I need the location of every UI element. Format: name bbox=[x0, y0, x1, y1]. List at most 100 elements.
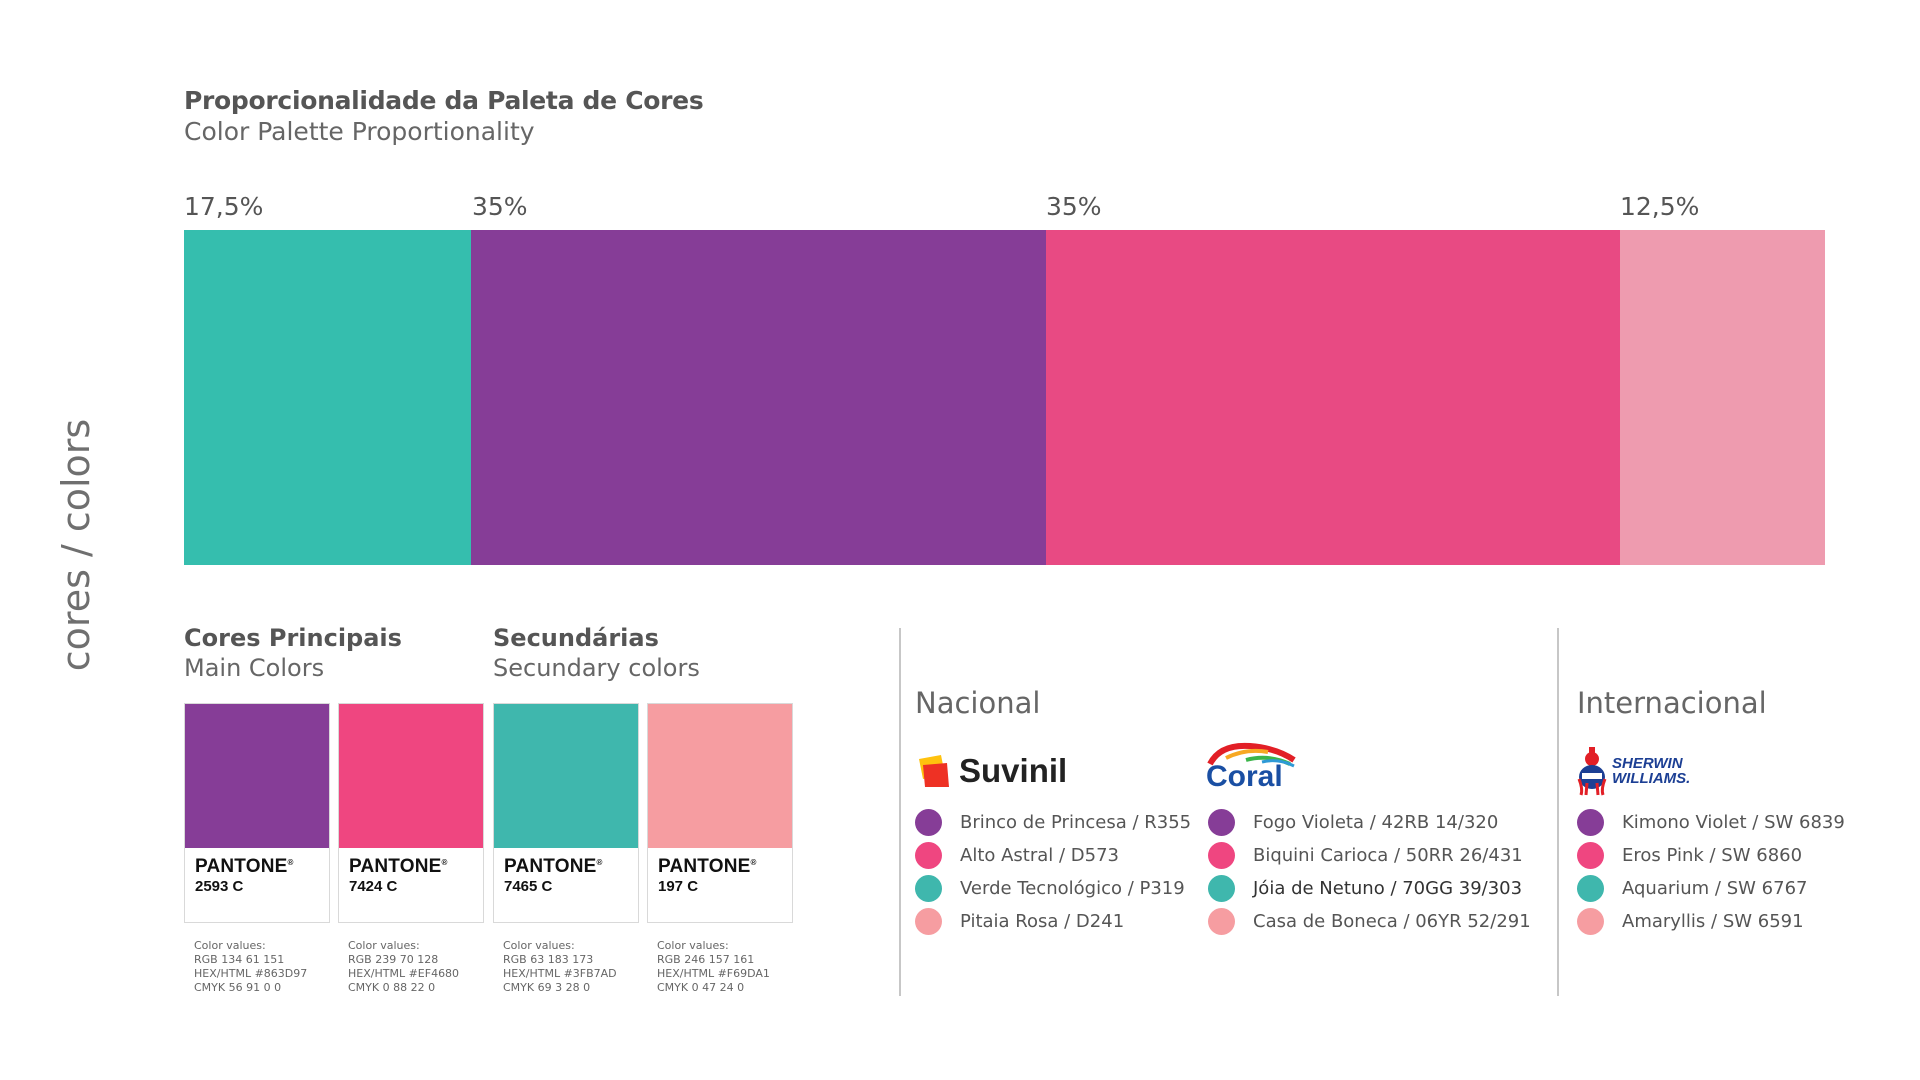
pantone-brand: PANTONE® bbox=[658, 856, 757, 877]
color-values-title: Color values: bbox=[348, 939, 420, 952]
color-dot bbox=[1577, 908, 1604, 935]
color-name: Brinco de Princesa / R355 bbox=[960, 812, 1192, 833]
cmyk-value: CMYK 69 3 28 0 bbox=[503, 981, 591, 994]
proportion-segment-purple bbox=[471, 230, 1046, 565]
cmyk-value: CMYK 0 88 22 0 bbox=[348, 981, 436, 994]
hex-value: HEX/HTML #F69DA1 bbox=[657, 967, 770, 980]
cmyk-value: CMYK 56 91 0 0 bbox=[194, 981, 282, 994]
list-item: Aquarium / SW 6767 bbox=[1577, 872, 1845, 905]
title-portuguese: Proporcionalidade da Paleta de Cores bbox=[184, 86, 704, 115]
suvinil-mark-icon bbox=[919, 755, 949, 787]
list-item: Pitaia Rosa / D241 bbox=[915, 905, 1191, 938]
swatch-color bbox=[494, 704, 638, 848]
proportion-label: 35% bbox=[472, 192, 528, 221]
nacional-title: Nacional bbox=[915, 686, 1041, 720]
proportion-label: 17,5% bbox=[184, 192, 264, 221]
color-values: Color values: RGB 246 157 161 HEX/HTML #… bbox=[657, 939, 770, 995]
color-values-title: Color values: bbox=[657, 939, 729, 952]
pantone-swatch: PANTONE® 7424 C bbox=[338, 703, 484, 923]
coral-logo-wrap: Coral bbox=[1206, 742, 1298, 794]
rgb-value: RGB 63 183 173 bbox=[503, 953, 594, 966]
swatch-color bbox=[648, 704, 792, 848]
hex-value: HEX/HTML #863D97 bbox=[194, 967, 308, 980]
color-values-title: Color values: bbox=[194, 939, 266, 952]
color-values: Color values: RGB 63 183 173 HEX/HTML #3… bbox=[503, 939, 617, 995]
suvinil-wordmark: Suvinil bbox=[959, 752, 1068, 789]
title-english: Color Palette Proportionality bbox=[184, 117, 535, 146]
list-item: Fogo Violeta / 42RB 14/320 bbox=[1208, 806, 1531, 839]
color-dot bbox=[1577, 809, 1604, 836]
secondary-colors-heading: Secundárias Secundary colors bbox=[493, 624, 700, 682]
color-dot bbox=[915, 875, 942, 902]
color-dot bbox=[1577, 842, 1604, 869]
color-dot bbox=[915, 908, 942, 935]
color-name: Jóia de Netuno / 70GG 39/303 bbox=[1253, 878, 1523, 899]
rgb-value: RGB 134 61 151 bbox=[194, 953, 285, 966]
color-name: Casa de Boneca / 06YR 52/291 bbox=[1253, 911, 1531, 932]
sw-line-1: SHERWIN bbox=[1612, 755, 1683, 772]
list-item: Verde Tecnológico / P319 bbox=[915, 872, 1191, 905]
color-name: Verde Tecnológico / P319 bbox=[960, 878, 1185, 899]
suvinil-color-list: Brinco de Princesa / R355 Alto Astral / … bbox=[915, 806, 1191, 938]
hex-value: HEX/HTML #EF4680 bbox=[348, 967, 460, 980]
color-dot bbox=[1208, 908, 1235, 935]
swatch-color bbox=[339, 704, 483, 848]
coral-color-list: Fogo Violeta / 42RB 14/320 Biquini Cario… bbox=[1208, 806, 1531, 938]
proportion-segment-teal bbox=[184, 230, 472, 565]
list-item: Kimono Violet / SW 6839 bbox=[1577, 806, 1845, 839]
pantone-code: 197 C bbox=[658, 878, 699, 895]
main-colors-title: Cores Principais bbox=[184, 624, 402, 652]
divider bbox=[899, 628, 901, 996]
proportion-segment-pink bbox=[1045, 230, 1620, 565]
color-name: Biquini Carioca / 50RR 26/431 bbox=[1253, 845, 1523, 866]
rgb-value: RGB 246 157 161 bbox=[657, 953, 755, 966]
color-name: Eros Pink / SW 6860 bbox=[1622, 845, 1803, 866]
color-name: Pitaia Rosa / D241 bbox=[960, 911, 1125, 932]
rgb-value: RGB 239 70 128 bbox=[348, 953, 439, 966]
pantone-code: 7424 C bbox=[349, 878, 398, 895]
color-name: Amaryllis / SW 6591 bbox=[1622, 911, 1804, 932]
pantone-brand: PANTONE® bbox=[195, 856, 294, 877]
color-dot bbox=[915, 842, 942, 869]
list-item: Casa de Boneca / 06YR 52/291 bbox=[1208, 905, 1531, 938]
pantone-brand: PANTONE® bbox=[349, 856, 448, 877]
coral-logo: Coral bbox=[1206, 742, 1298, 794]
swatch-color bbox=[185, 704, 329, 848]
sherwin-williams-logo: SHERWIN WILLIAMS. bbox=[1577, 747, 1691, 796]
color-dot bbox=[1208, 842, 1235, 869]
suvinil-logo: Suvinil bbox=[915, 748, 1067, 794]
color-name: Alto Astral / D573 bbox=[960, 845, 1120, 866]
proportion-label: 12,5% bbox=[1620, 192, 1700, 221]
list-item: Brinco de Princesa / R355 bbox=[915, 806, 1191, 839]
coral-wordmark: Coral bbox=[1206, 760, 1283, 793]
sw-line-2: WILLIAMS. bbox=[1612, 770, 1691, 787]
page-title: Proporcionalidade da Paleta de Cores Col… bbox=[184, 86, 704, 146]
pantone-swatch: PANTONE® 2593 C bbox=[184, 703, 330, 923]
main-colors-subtitle: Main Colors bbox=[184, 654, 325, 682]
proportion-segment-light-pink bbox=[1619, 230, 1825, 565]
pantone-code: 2593 C bbox=[195, 878, 244, 895]
coral-brush-icon bbox=[1207, 742, 1296, 768]
divider bbox=[1557, 628, 1559, 996]
pantone-swatch: PANTONE® 7465 C bbox=[493, 703, 639, 923]
pantone-brand: PANTONE® bbox=[504, 856, 603, 877]
list-item: Jóia de Netuno / 70GG 39/303 bbox=[1208, 872, 1531, 905]
color-dot bbox=[1208, 875, 1235, 902]
main-colors-heading: Cores Principais Main Colors bbox=[184, 624, 402, 682]
color-dot bbox=[1577, 875, 1604, 902]
color-dot bbox=[1208, 809, 1235, 836]
cmyk-value: CMYK 0 47 24 0 bbox=[657, 981, 745, 994]
list-item: Eros Pink / SW 6860 bbox=[1577, 839, 1845, 872]
side-label: cores / colors bbox=[54, 418, 98, 672]
proportion-label: 35% bbox=[1046, 192, 1102, 221]
color-values: Color values: RGB 239 70 128 HEX/HTML #E… bbox=[348, 939, 459, 995]
color-values-title: Color values: bbox=[503, 939, 575, 952]
secondary-colors-subtitle: Secundary colors bbox=[493, 654, 700, 682]
pantone-swatch: PANTONE® 197 C bbox=[647, 703, 793, 923]
pantone-code: 7465 C bbox=[504, 878, 553, 895]
color-name: Kimono Violet / SW 6839 bbox=[1622, 812, 1845, 833]
secondary-colors-title: Secundárias bbox=[493, 624, 659, 652]
sherwin-williams-color-list: Kimono Violet / SW 6839 Eros Pink / SW 6… bbox=[1577, 806, 1845, 938]
color-values: Color values: RGB 134 61 151 HEX/HTML #8… bbox=[194, 939, 307, 995]
color-name: Aquarium / SW 6767 bbox=[1622, 878, 1808, 899]
